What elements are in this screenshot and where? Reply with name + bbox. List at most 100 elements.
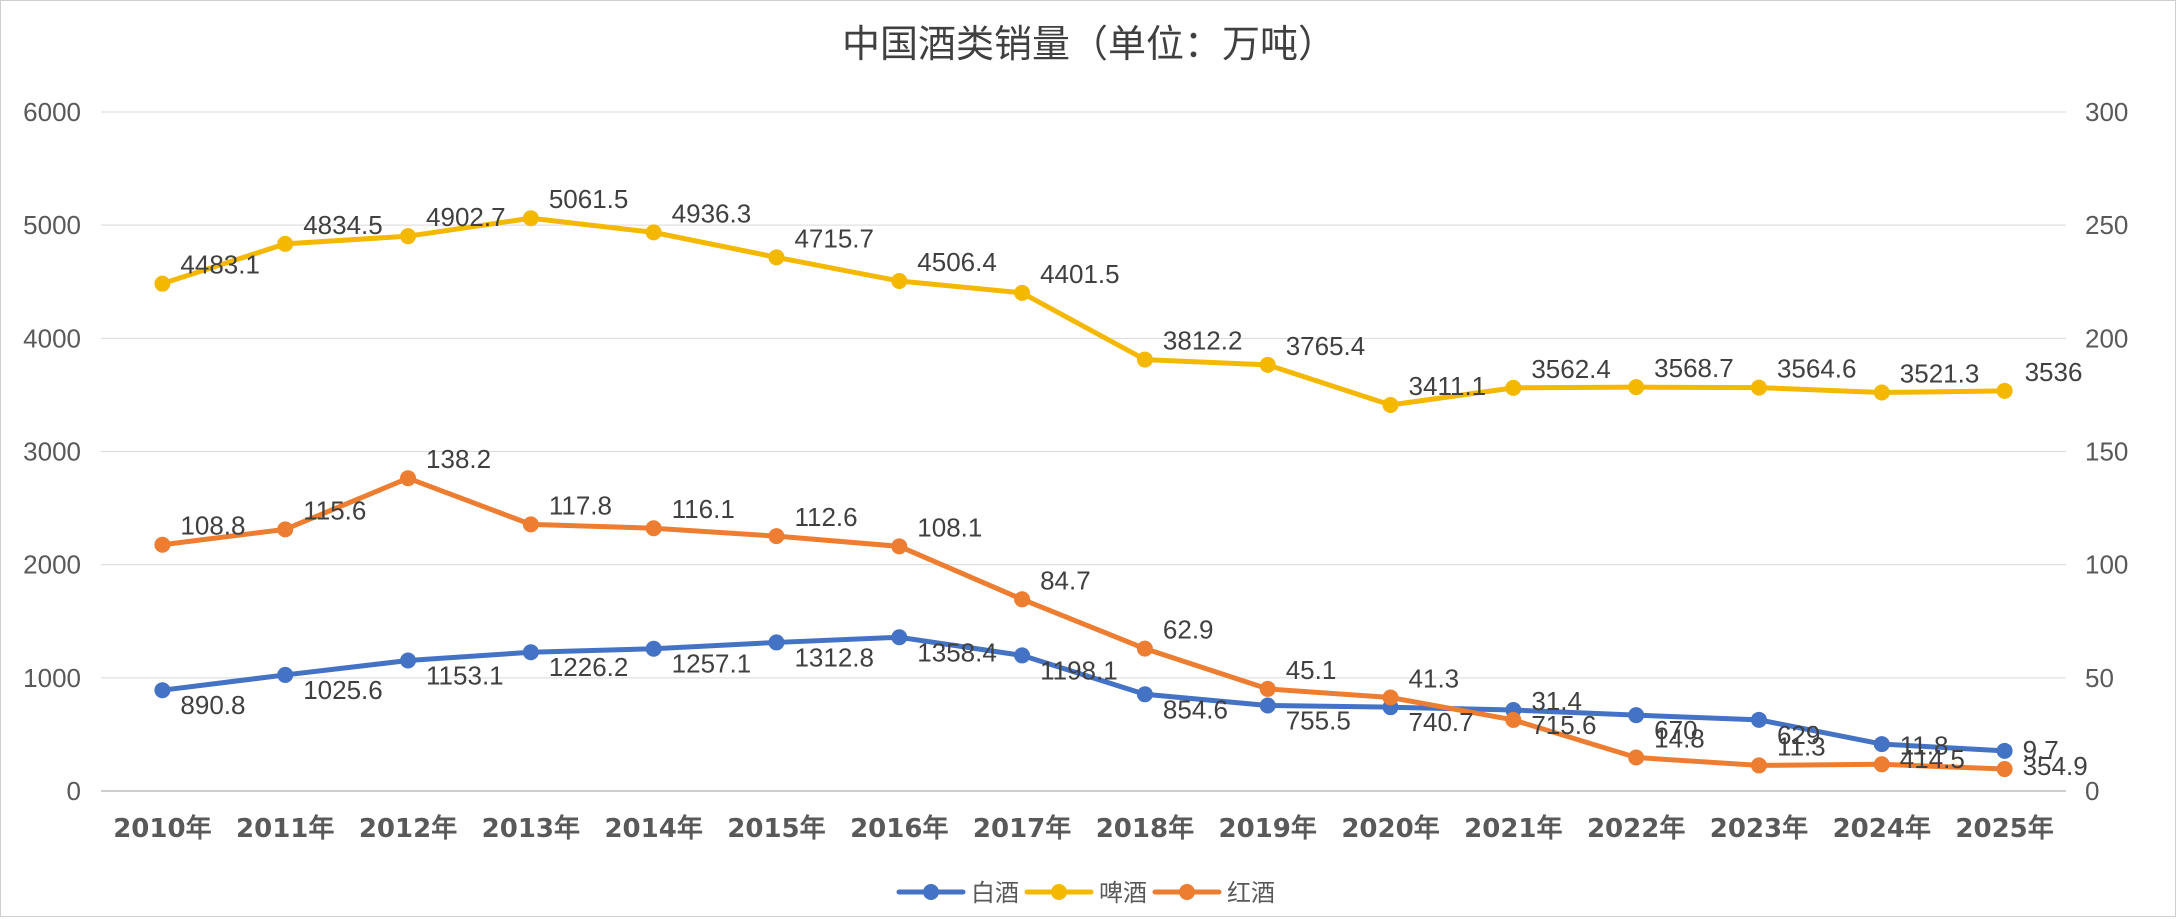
data-label: 4506.4 <box>917 247 997 277</box>
data-point <box>1873 736 1890 753</box>
x-tick-label: 2016年 <box>850 813 948 844</box>
data-label: 1198.1 <box>1040 655 1118 685</box>
data-label: 138.2 <box>426 444 491 474</box>
data-point <box>1628 707 1645 724</box>
data-label: 4715.7 <box>794 223 874 253</box>
data-label: 3564.6 <box>1777 354 1857 384</box>
x-tick-label: 2017年 <box>973 813 1071 844</box>
y-left-tick-label: 2000 <box>23 550 81 580</box>
data-point <box>1014 284 1031 301</box>
data-point <box>277 666 294 683</box>
data-point <box>1014 647 1031 664</box>
data-point <box>154 536 171 553</box>
data-point <box>1505 711 1522 728</box>
data-label: 3562.4 <box>1531 354 1611 384</box>
x-tick-label: 2014年 <box>604 813 702 844</box>
data-point <box>1750 379 1767 396</box>
data-point <box>154 275 171 292</box>
data-point <box>1996 761 2013 778</box>
series-points <box>154 210 2013 778</box>
series-lines <box>159 215 2008 772</box>
data-label: 45.1 <box>1286 655 1337 685</box>
y-left-tick-label: 4000 <box>23 323 81 353</box>
data-point <box>522 210 539 227</box>
data-point <box>1382 396 1399 413</box>
data-label: 3411.1 <box>1409 371 1487 401</box>
y-left-tick-label: 6000 <box>23 97 81 127</box>
data-point <box>1259 680 1276 697</box>
data-point <box>400 228 417 245</box>
data-point <box>400 470 417 487</box>
x-tick-label: 2011年 <box>236 813 334 844</box>
y-left-tick-label: 3000 <box>23 437 81 467</box>
x-tick-label: 2012年 <box>359 813 457 844</box>
data-label: 670 <box>1654 715 1697 745</box>
data-point <box>1136 351 1153 368</box>
legend-marker <box>923 884 939 900</box>
data-label: 41.3 <box>1409 664 1460 694</box>
data-label: 11.3 <box>1777 731 1826 761</box>
data-point <box>1750 711 1767 728</box>
x-tick-label: 2024年 <box>1833 813 1931 844</box>
data-label: 4936.3 <box>672 198 752 228</box>
legend-label: 红酒 <box>1227 879 1275 907</box>
data-label: 4401.5 <box>1040 259 1120 289</box>
data-point <box>1259 697 1276 714</box>
data-label: 414.5 <box>1900 744 1965 774</box>
data-point <box>891 629 908 646</box>
series-line <box>159 475 2008 772</box>
data-label: 890.8 <box>180 690 245 720</box>
data-point <box>1996 742 2013 759</box>
data-point <box>277 235 294 252</box>
y-left-tick-label: 1000 <box>23 663 81 693</box>
data-point <box>1136 686 1153 703</box>
data-label: 715.6 <box>1531 710 1596 740</box>
data-label: 1226.2 <box>549 652 629 682</box>
data-point <box>891 538 908 555</box>
data-point <box>1628 749 1645 766</box>
data-label: 3521.3 <box>1900 359 1980 389</box>
chart-title: 中国酒类销量（单位：万吨） <box>842 22 1336 66</box>
data-point <box>277 521 294 538</box>
data-label: 14.8 <box>1654 724 1705 754</box>
data-label: 117.8 <box>549 490 612 520</box>
data-point <box>522 516 539 533</box>
data-point <box>400 652 417 669</box>
data-point <box>522 644 539 661</box>
legend: 白酒 啤酒 红酒 <box>896 879 1275 907</box>
data-label: 4902.7 <box>426 202 506 232</box>
data-label: 112.6 <box>794 502 857 532</box>
data-label: 11.8 <box>1900 730 1949 760</box>
y-right-tick-label: 0 <box>2085 776 2099 806</box>
y-right-tick-label: 250 <box>2085 210 2128 240</box>
data-point <box>1382 689 1399 706</box>
x-tick-label: 2023年 <box>1710 813 1808 844</box>
y-axis-left: 0 1000 2000 3000 4000 5000 6000 <box>23 97 81 806</box>
data-labels: 890.8 1025.6 1153.1 1226.2 1257.1 1312.8 1358.… <box>180 184 2087 781</box>
data-label: 108.1 <box>917 512 982 542</box>
data-point <box>891 273 908 290</box>
data-label: 108.8 <box>180 511 245 541</box>
data-point <box>1628 379 1645 396</box>
data-point <box>1873 384 1890 401</box>
data-point <box>768 528 785 545</box>
data-label: 115.6 <box>303 495 366 525</box>
data-label: 1358.4 <box>917 637 997 667</box>
data-label: 84.7 <box>1040 565 1091 595</box>
data-label: 3812.2 <box>1163 326 1243 356</box>
x-tick-label: 2010年 <box>113 813 211 844</box>
x-tick-label: 2013年 <box>482 813 580 844</box>
data-point <box>1505 379 1522 396</box>
data-label: 116.1 <box>672 494 735 524</box>
data-label: 4834.5 <box>303 210 383 240</box>
data-point <box>645 520 662 537</box>
data-point <box>1136 640 1153 657</box>
legend-label: 白酒 <box>971 879 1019 907</box>
data-point <box>1259 356 1276 373</box>
y-left-tick-label: 0 <box>67 776 81 806</box>
data-label: 31.4 <box>1531 686 1582 716</box>
data-label: 3765.4 <box>1286 331 1366 361</box>
y-right-tick-label: 300 <box>2085 97 2128 127</box>
y-right-tick-label: 150 <box>2085 437 2128 467</box>
